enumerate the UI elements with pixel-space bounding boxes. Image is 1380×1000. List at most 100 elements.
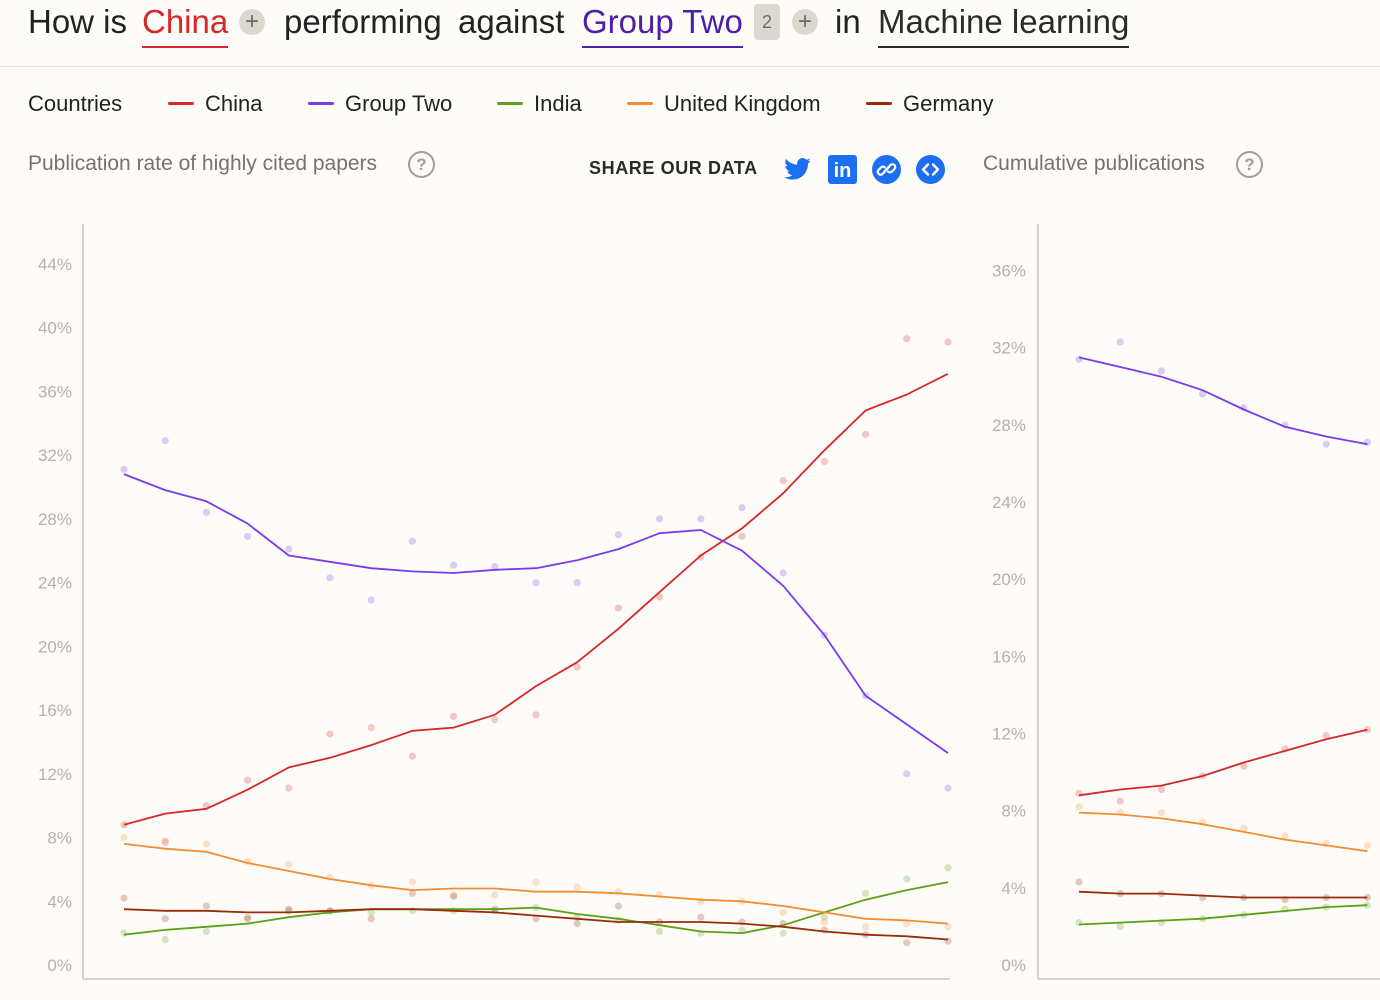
cited-point-united-kingdom[interactable]: [779, 908, 787, 917]
cited-point-united-kingdom[interactable]: [862, 923, 870, 931]
cited-point-china[interactable]: [656, 593, 664, 601]
cited-point-germany[interactable]: [408, 889, 416, 897]
cited-point-china[interactable]: [944, 338, 952, 346]
cited-point-china[interactable]: [244, 776, 252, 784]
cited-point-united-kingdom[interactable]: [820, 918, 829, 926]
cited-point-united-kingdom[interactable]: [573, 883, 581, 891]
cited-point-group-two[interactable]: [408, 537, 416, 545]
cited-point-germany[interactable]: [903, 939, 911, 947]
cited-point-germany[interactable]: [573, 919, 581, 928]
cited-point-china[interactable]: [367, 723, 375, 732]
cited-point-india[interactable]: [779, 929, 787, 937]
cited-point-united-kingdom[interactable]: [161, 837, 169, 845]
cited-point-united-kingdom[interactable]: [285, 861, 293, 869]
cited-point-group-two[interactable]: [944, 784, 952, 792]
cumulative-point-group-two[interactable]: [1363, 438, 1371, 446]
cumulative-point-united-kingdom[interactable]: [1240, 824, 1248, 832]
cited-point-india[interactable]: [903, 875, 911, 883]
add-group-button[interactable]: +: [792, 9, 818, 35]
cited-point-india[interactable]: [656, 927, 664, 936]
cited-point-group-two[interactable]: [450, 561, 458, 569]
cited-point-china[interactable]: [903, 335, 911, 343]
cumulative-point-united-kingdom[interactable]: [1281, 832, 1289, 840]
cited-point-china[interactable]: [450, 712, 458, 721]
cumulative-point-china[interactable]: [1322, 731, 1330, 740]
cited-point-india[interactable]: [944, 864, 952, 872]
embed-icon[interactable]: [916, 155, 945, 184]
cited-point-india[interactable]: [862, 889, 870, 897]
cited-point-group-two[interactable]: [244, 532, 252, 540]
cited-point-united-kingdom[interactable]: [491, 891, 499, 899]
help-icon-highly-cited[interactable]: ?: [408, 151, 435, 178]
cited-point-germany[interactable]: [120, 894, 128, 902]
cited-point-china[interactable]: [573, 663, 581, 671]
cited-point-india[interactable]: [120, 929, 128, 937]
cited-point-india[interactable]: [161, 935, 169, 944]
group-selector[interactable]: Group Two: [582, 2, 743, 48]
cited-line-group-two[interactable]: [123, 473, 949, 754]
cumulative-point-united-kingdom[interactable]: [1363, 841, 1371, 850]
cumulative-line-india[interactable]: [1078, 904, 1368, 926]
cited-point-china[interactable]: [862, 430, 870, 438]
cited-point-united-kingdom[interactable]: [408, 878, 416, 886]
cumulative-point-india[interactable]: [1116, 922, 1124, 931]
field-selector[interactable]: Machine learning: [878, 2, 1130, 48]
cited-point-china[interactable]: [161, 838, 169, 846]
cited-point-china[interactable]: [614, 604, 623, 612]
add-country-button[interactable]: +: [239, 9, 265, 35]
cumulative-point-group-two[interactable]: [1075, 355, 1083, 363]
cumulative-point-group-two[interactable]: [1157, 367, 1165, 375]
cumulative-point-china[interactable]: [1363, 726, 1371, 734]
cumulative-point-group-two[interactable]: [1322, 440, 1330, 448]
cited-point-india[interactable]: [244, 913, 252, 921]
cumulative-line-united-kingdom[interactable]: [1078, 811, 1368, 853]
cited-point-group-two[interactable]: [614, 531, 623, 539]
cumulative-point-united-kingdom[interactable]: [1157, 809, 1165, 817]
cited-point-group-two[interactable]: [491, 563, 499, 571]
cited-point-united-kingdom[interactable]: [944, 923, 952, 931]
country-selector[interactable]: China: [142, 2, 229, 48]
cited-line-germany[interactable]: [123, 908, 949, 941]
cited-point-group-two[interactable]: [326, 574, 334, 582]
cumulative-point-china[interactable]: [1116, 797, 1124, 805]
cited-point-germany[interactable]: [614, 902, 623, 910]
help-icon-cumulative[interactable]: ?: [1236, 151, 1263, 178]
cumulative-line-group-two[interactable]: [1078, 356, 1368, 446]
cited-point-group-two[interactable]: [367, 596, 375, 604]
cited-point-germany[interactable]: [450, 892, 458, 901]
cumulative-point-china[interactable]: [1157, 785, 1165, 794]
cited-point-united-kingdom[interactable]: [532, 878, 540, 886]
cited-point-china[interactable]: [820, 457, 829, 466]
cited-point-group-two[interactable]: [120, 465, 128, 474]
cited-point-germany[interactable]: [697, 913, 705, 921]
cited-point-germany[interactable]: [202, 902, 210, 910]
cited-point-united-kingdom[interactable]: [120, 833, 128, 842]
cited-point-india[interactable]: [820, 913, 829, 921]
cited-point-group-two[interactable]: [697, 515, 705, 523]
cited-point-group-two[interactable]: [161, 437, 169, 445]
cited-point-group-two[interactable]: [738, 504, 746, 512]
cited-point-germany[interactable]: [285, 905, 293, 913]
link-icon[interactable]: [872, 155, 901, 184]
cited-point-germany[interactable]: [367, 915, 375, 923]
cited-point-china[interactable]: [532, 711, 540, 719]
cited-point-china[interactable]: [779, 476, 787, 485]
cited-line-united-kingdom[interactable]: [123, 843, 949, 925]
cumulative-point-germany[interactable]: [1363, 893, 1371, 902]
cited-point-group-two[interactable]: [656, 515, 664, 523]
cumulative-point-group-two[interactable]: [1116, 338, 1124, 346]
cumulative-point-group-two[interactable]: [1199, 390, 1207, 398]
cumulative-point-china[interactable]: [1240, 762, 1248, 770]
cited-point-china[interactable]: [491, 716, 499, 724]
cited-point-india[interactable]: [367, 908, 375, 917]
cited-point-group-two[interactable]: [779, 569, 787, 577]
cited-point-germany[interactable]: [532, 915, 540, 923]
cited-point-china[interactable]: [326, 730, 334, 738]
cited-point-germany[interactable]: [161, 915, 169, 923]
cited-point-united-kingdom[interactable]: [202, 840, 210, 848]
cited-point-india[interactable]: [738, 926, 746, 934]
cited-point-china[interactable]: [408, 752, 416, 760]
cited-point-china[interactable]: [738, 532, 746, 540]
cumulative-point-germany[interactable]: [1075, 878, 1083, 886]
cited-point-group-two[interactable]: [903, 770, 911, 778]
